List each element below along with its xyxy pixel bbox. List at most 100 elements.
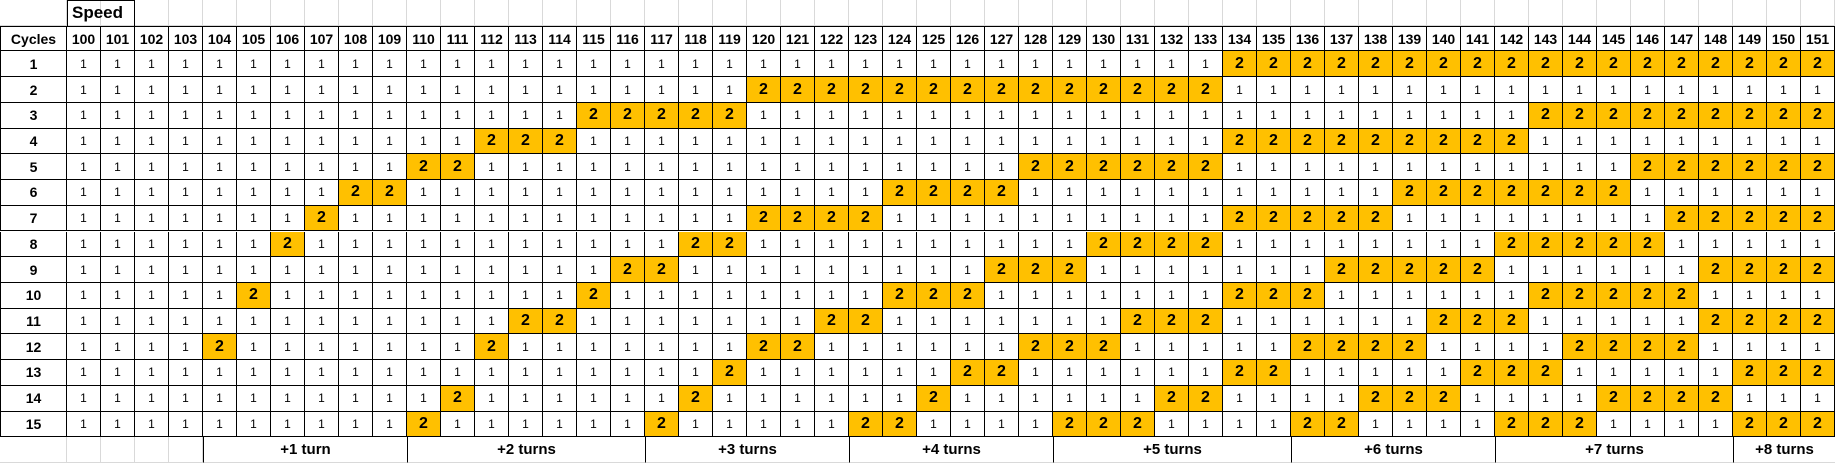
turn-count-cell: 1 <box>1563 385 1597 412</box>
turn-count-cell: 2 <box>1155 231 1189 258</box>
turn-count-cell: 1 <box>985 128 1019 155</box>
turn-count-cell: 1 <box>271 102 305 129</box>
turn-count-cell: 1 <box>203 385 237 412</box>
turn-count-cell: 1 <box>169 385 203 412</box>
empty-cell <box>1665 0 1699 26</box>
empty-cell <box>169 0 203 26</box>
turn-count-cell: 1 <box>169 180 203 206</box>
turn-count-cell: 1 <box>1631 360 1665 386</box>
turn-count-cell: 1 <box>1359 231 1393 258</box>
turn-count-cell: 1 <box>747 51 781 78</box>
turn-count-cell: 2 <box>1359 128 1393 155</box>
turn-count-cell: 2 <box>1801 102 1835 129</box>
turn-count-cell: 2 <box>1291 51 1325 78</box>
cycle-label: 4 <box>0 128 67 155</box>
turn-count-cell: 1 <box>611 205 645 232</box>
turn-count-cell: 2 <box>305 205 339 232</box>
turn-count-cell: 1 <box>67 51 101 78</box>
turn-count-cell: 1 <box>1087 180 1121 206</box>
turn-count-cell: 2 <box>1019 334 1053 361</box>
turn-count-cell: 1 <box>543 385 577 412</box>
speed-header: 128 <box>1019 25 1053 52</box>
turn-count-cell: 2 <box>1699 154 1733 181</box>
turn-count-cell: 2 <box>917 180 951 206</box>
turn-count-cell: 1 <box>271 411 305 438</box>
turn-count-cell: 1 <box>1223 308 1257 335</box>
turn-count-cell: 2 <box>917 77 951 103</box>
turn-count-cell: 1 <box>271 308 305 335</box>
turn-count-cell: 1 <box>917 308 951 335</box>
turn-count-cell: 1 <box>1087 308 1121 335</box>
turn-count-cell: 1 <box>1257 308 1291 335</box>
turn-count-cell: 2 <box>1733 205 1767 232</box>
turn-count-cell: 1 <box>1223 102 1257 129</box>
turn-count-cell: 2 <box>1563 411 1597 438</box>
turn-count-cell: 1 <box>441 205 475 232</box>
turn-count-cell: 2 <box>1631 51 1665 78</box>
turn-count-cell: 1 <box>441 231 475 258</box>
cycle-label: 2 <box>0 77 67 103</box>
turn-count-cell: 2 <box>1121 231 1155 258</box>
turn-count-cell: 2 <box>1529 180 1563 206</box>
turn-count-cell: 1 <box>1155 334 1189 361</box>
turn-count-cell: 2 <box>441 154 475 181</box>
turn-count-cell: 1 <box>271 205 305 232</box>
turn-count-cell: 1 <box>203 257 237 283</box>
turn-count-cell: 1 <box>713 282 747 309</box>
turn-count-cell: 1 <box>1427 360 1461 386</box>
empty-cell <box>1529 0 1563 26</box>
turn-count-cell: 1 <box>373 102 407 129</box>
turn-count-cell: 1 <box>917 205 951 232</box>
turn-count-cell: 2 <box>1155 308 1189 335</box>
turn-count-cell: 2 <box>475 128 509 155</box>
turn-count-cell: 2 <box>781 205 815 232</box>
turn-count-cell: 1 <box>1801 77 1835 103</box>
turn-count-cell: 2 <box>1699 51 1733 78</box>
turn-count-cell: 1 <box>1257 411 1291 438</box>
turn-count-cell: 2 <box>917 282 951 309</box>
turn-count-cell: 1 <box>781 411 815 438</box>
turn-count-cell: 1 <box>1393 282 1427 309</box>
turn-count-cell: 1 <box>815 334 849 361</box>
empty-cell <box>1631 0 1665 26</box>
speed-header: 102 <box>135 25 169 52</box>
speed-header: 148 <box>1699 25 1733 52</box>
turn-count-cell: 2 <box>1359 385 1393 412</box>
turn-count-cell: 2 <box>1699 308 1733 335</box>
turn-count-cell: 1 <box>1189 180 1223 206</box>
turn-group-label: +1 turn <box>203 437 407 463</box>
turn-count-cell: 1 <box>1495 102 1529 129</box>
turn-count-cell: 2 <box>1495 128 1529 155</box>
turn-count-cell: 2 <box>611 102 645 129</box>
turn-count-cell: 1 <box>645 154 679 181</box>
turn-count-cell: 1 <box>1733 77 1767 103</box>
turn-count-cell: 2 <box>577 282 611 309</box>
turn-count-cell: 1 <box>781 51 815 78</box>
turn-count-cell: 2 <box>1087 334 1121 361</box>
empty-cell <box>203 0 237 26</box>
empty-cell <box>1801 0 1835 26</box>
turn-count-cell: 1 <box>101 257 135 283</box>
turn-count-cell: 1 <box>101 51 135 78</box>
turn-count-cell: 1 <box>747 360 781 386</box>
turn-count-cell: 1 <box>985 205 1019 232</box>
speed-header: 149 <box>1733 25 1767 52</box>
turn-count-cell: 1 <box>1359 411 1393 438</box>
turn-count-cell: 1 <box>67 282 101 309</box>
turn-count-cell: 1 <box>951 411 985 438</box>
turn-count-cell: 2 <box>1087 411 1121 438</box>
turn-count-cell: 1 <box>339 154 373 181</box>
turn-count-cell: 1 <box>815 128 849 155</box>
turn-count-cell: 1 <box>373 205 407 232</box>
speed-header: 104 <box>203 25 237 52</box>
turn-count-cell: 1 <box>237 411 271 438</box>
turn-count-cell: 2 <box>1427 180 1461 206</box>
turn-count-cell: 1 <box>1461 77 1495 103</box>
turn-count-cell: 1 <box>169 128 203 155</box>
turn-count-cell: 1 <box>1019 205 1053 232</box>
turn-count-cell: 2 <box>1631 385 1665 412</box>
turn-count-cell: 2 <box>1223 51 1257 78</box>
turn-count-cell: 1 <box>407 308 441 335</box>
turn-count-cell: 2 <box>1699 102 1733 129</box>
turn-count-cell: 1 <box>237 180 271 206</box>
